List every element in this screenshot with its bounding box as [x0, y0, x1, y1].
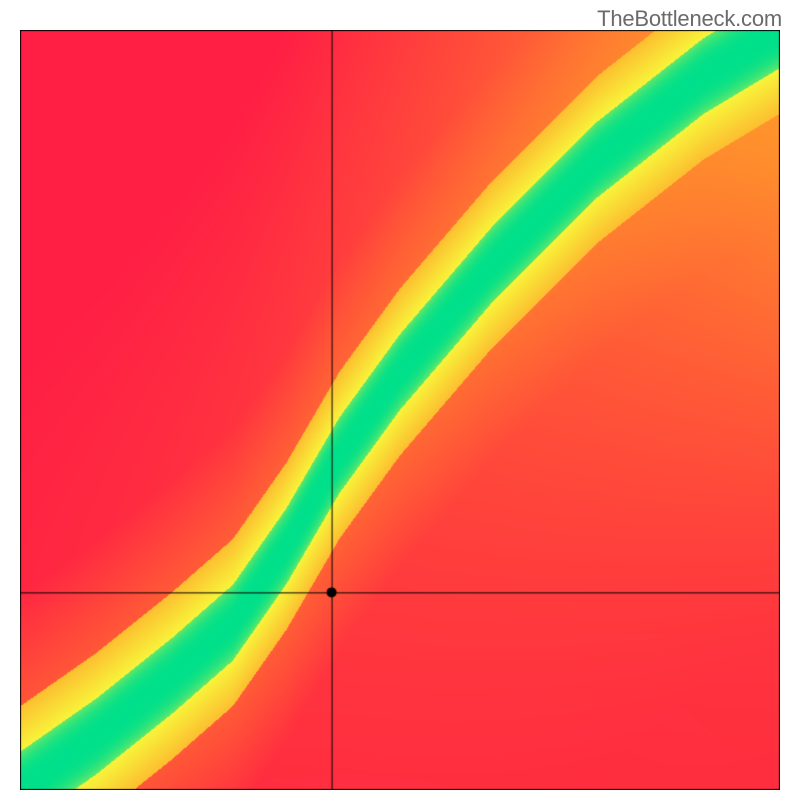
heatmap-canvas — [20, 30, 780, 790]
watermark-text: TheBottleneck.com — [597, 6, 782, 32]
chart-container: TheBottleneck.com — [0, 0, 800, 800]
